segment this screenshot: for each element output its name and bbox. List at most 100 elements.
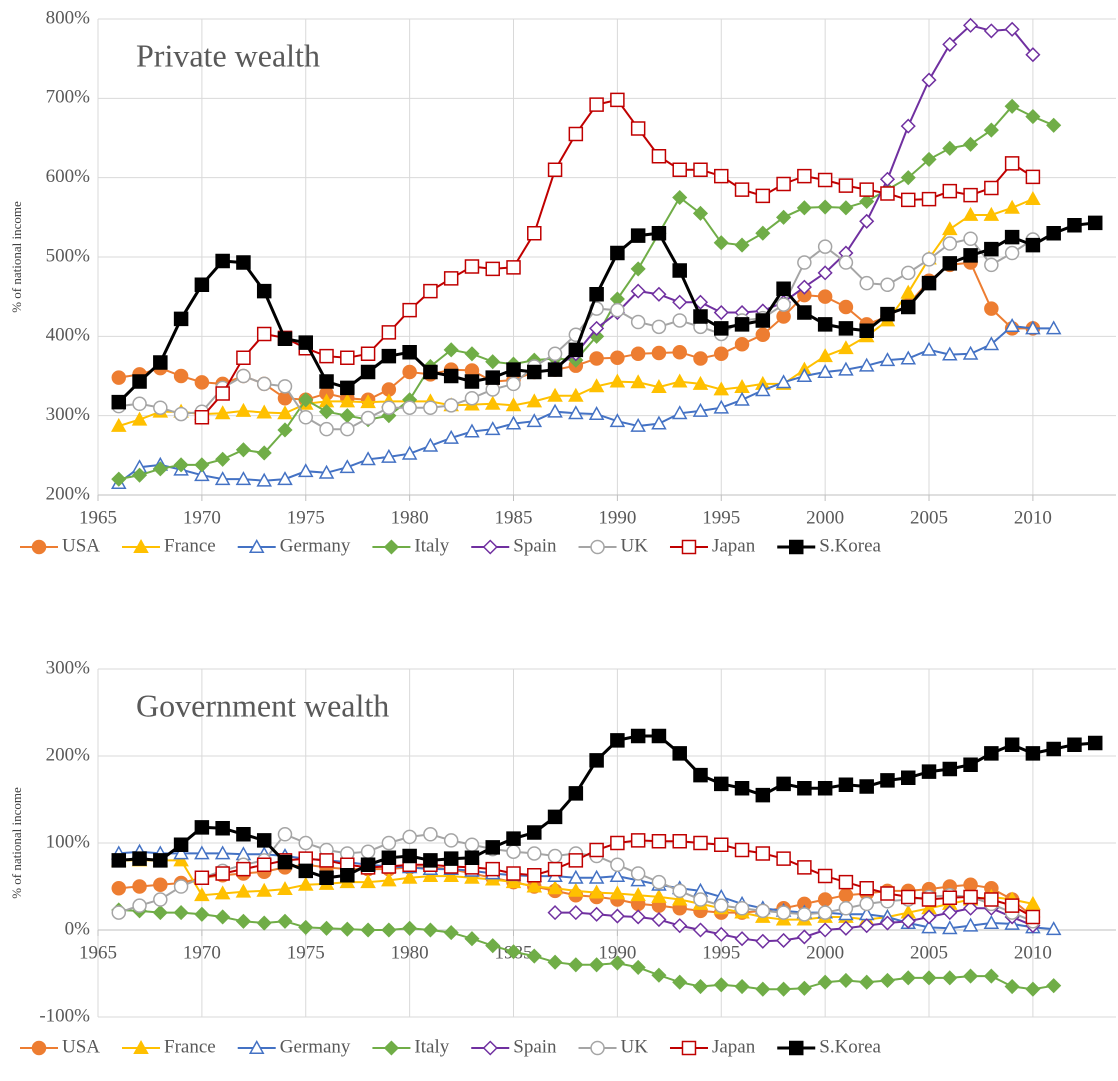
marker (381, 922, 397, 938)
marker (526, 878, 543, 893)
marker (423, 283, 438, 299)
marker (921, 909, 937, 925)
marker (859, 880, 874, 896)
marker (588, 884, 605, 899)
y-tick-label: 500% (46, 245, 91, 266)
marker (568, 882, 584, 897)
legend-label: Spain (513, 1036, 557, 1057)
marker (547, 162, 563, 177)
series-line (118, 324, 1054, 484)
marker (630, 374, 646, 389)
marker (194, 887, 210, 902)
marker (443, 925, 459, 941)
marker (962, 345, 979, 360)
marker (817, 905, 833, 920)
marker (506, 260, 521, 275)
x-tick-label: 1975 (287, 942, 325, 963)
series-line (118, 850, 1054, 931)
marker (277, 331, 293, 346)
marker (630, 833, 646, 848)
marker (672, 263, 687, 278)
marker (443, 833, 459, 848)
marker (776, 932, 792, 949)
marker (921, 72, 937, 88)
marker (402, 848, 417, 864)
marker (693, 162, 708, 177)
marker (132, 879, 147, 894)
marker (630, 283, 646, 299)
marker (360, 451, 376, 466)
marker (423, 827, 438, 842)
marker (776, 981, 792, 997)
legend-label: Japan (712, 535, 756, 556)
y-tick-label: 200% (46, 483, 91, 504)
marker (589, 351, 604, 366)
marker (817, 780, 833, 796)
marker (693, 767, 708, 783)
marker (568, 853, 584, 868)
marker (942, 256, 958, 271)
marker (173, 845, 189, 860)
marker (547, 905, 563, 921)
marker (838, 200, 854, 216)
marker (381, 872, 397, 887)
marker (173, 368, 189, 384)
marker (609, 885, 626, 900)
marker (610, 835, 625, 851)
marker (1004, 156, 1020, 171)
marker (942, 761, 958, 777)
marker (859, 213, 875, 229)
marker (298, 835, 314, 851)
marker (360, 857, 376, 872)
marker (506, 362, 521, 377)
x-tick-label: 1965 (79, 507, 117, 528)
marker (796, 929, 812, 945)
marker (568, 126, 584, 142)
marker (776, 309, 791, 324)
marker (235, 402, 252, 417)
marker (681, 1040, 697, 1056)
marker (422, 437, 439, 452)
marker (505, 397, 522, 412)
marker (464, 850, 480, 866)
marker (817, 289, 833, 304)
marker (360, 410, 376, 426)
marker (630, 314, 646, 330)
marker (796, 200, 812, 216)
marker (256, 376, 272, 392)
marker (131, 467, 148, 483)
marker (547, 403, 563, 418)
marker (817, 348, 833, 363)
marker (776, 776, 791, 792)
marker (588, 406, 605, 421)
marker (589, 753, 604, 768)
marker (714, 837, 729, 852)
marker (547, 346, 563, 362)
marker (277, 854, 293, 870)
marker (132, 898, 147, 913)
marker (963, 877, 978, 893)
x-tick-label: 1980 (391, 942, 429, 963)
marker (277, 827, 293, 842)
marker (797, 780, 812, 796)
y-tick-label: 300% (46, 657, 91, 678)
marker (755, 903, 771, 919)
marker (963, 968, 979, 984)
marker (1004, 898, 1020, 913)
marker (734, 901, 750, 916)
marker (879, 352, 896, 367)
legend-label: USA (62, 535, 100, 556)
marker (1025, 895, 1041, 910)
marker (942, 890, 958, 906)
marker (630, 261, 646, 277)
marker (298, 851, 314, 866)
marker (153, 877, 168, 893)
marker (506, 831, 521, 846)
marker (215, 386, 230, 401)
marker (672, 883, 687, 899)
y-tick-label: 200% (46, 744, 91, 765)
marker (526, 393, 543, 408)
marker (817, 199, 833, 215)
marker (256, 445, 272, 461)
series (111, 728, 1103, 886)
